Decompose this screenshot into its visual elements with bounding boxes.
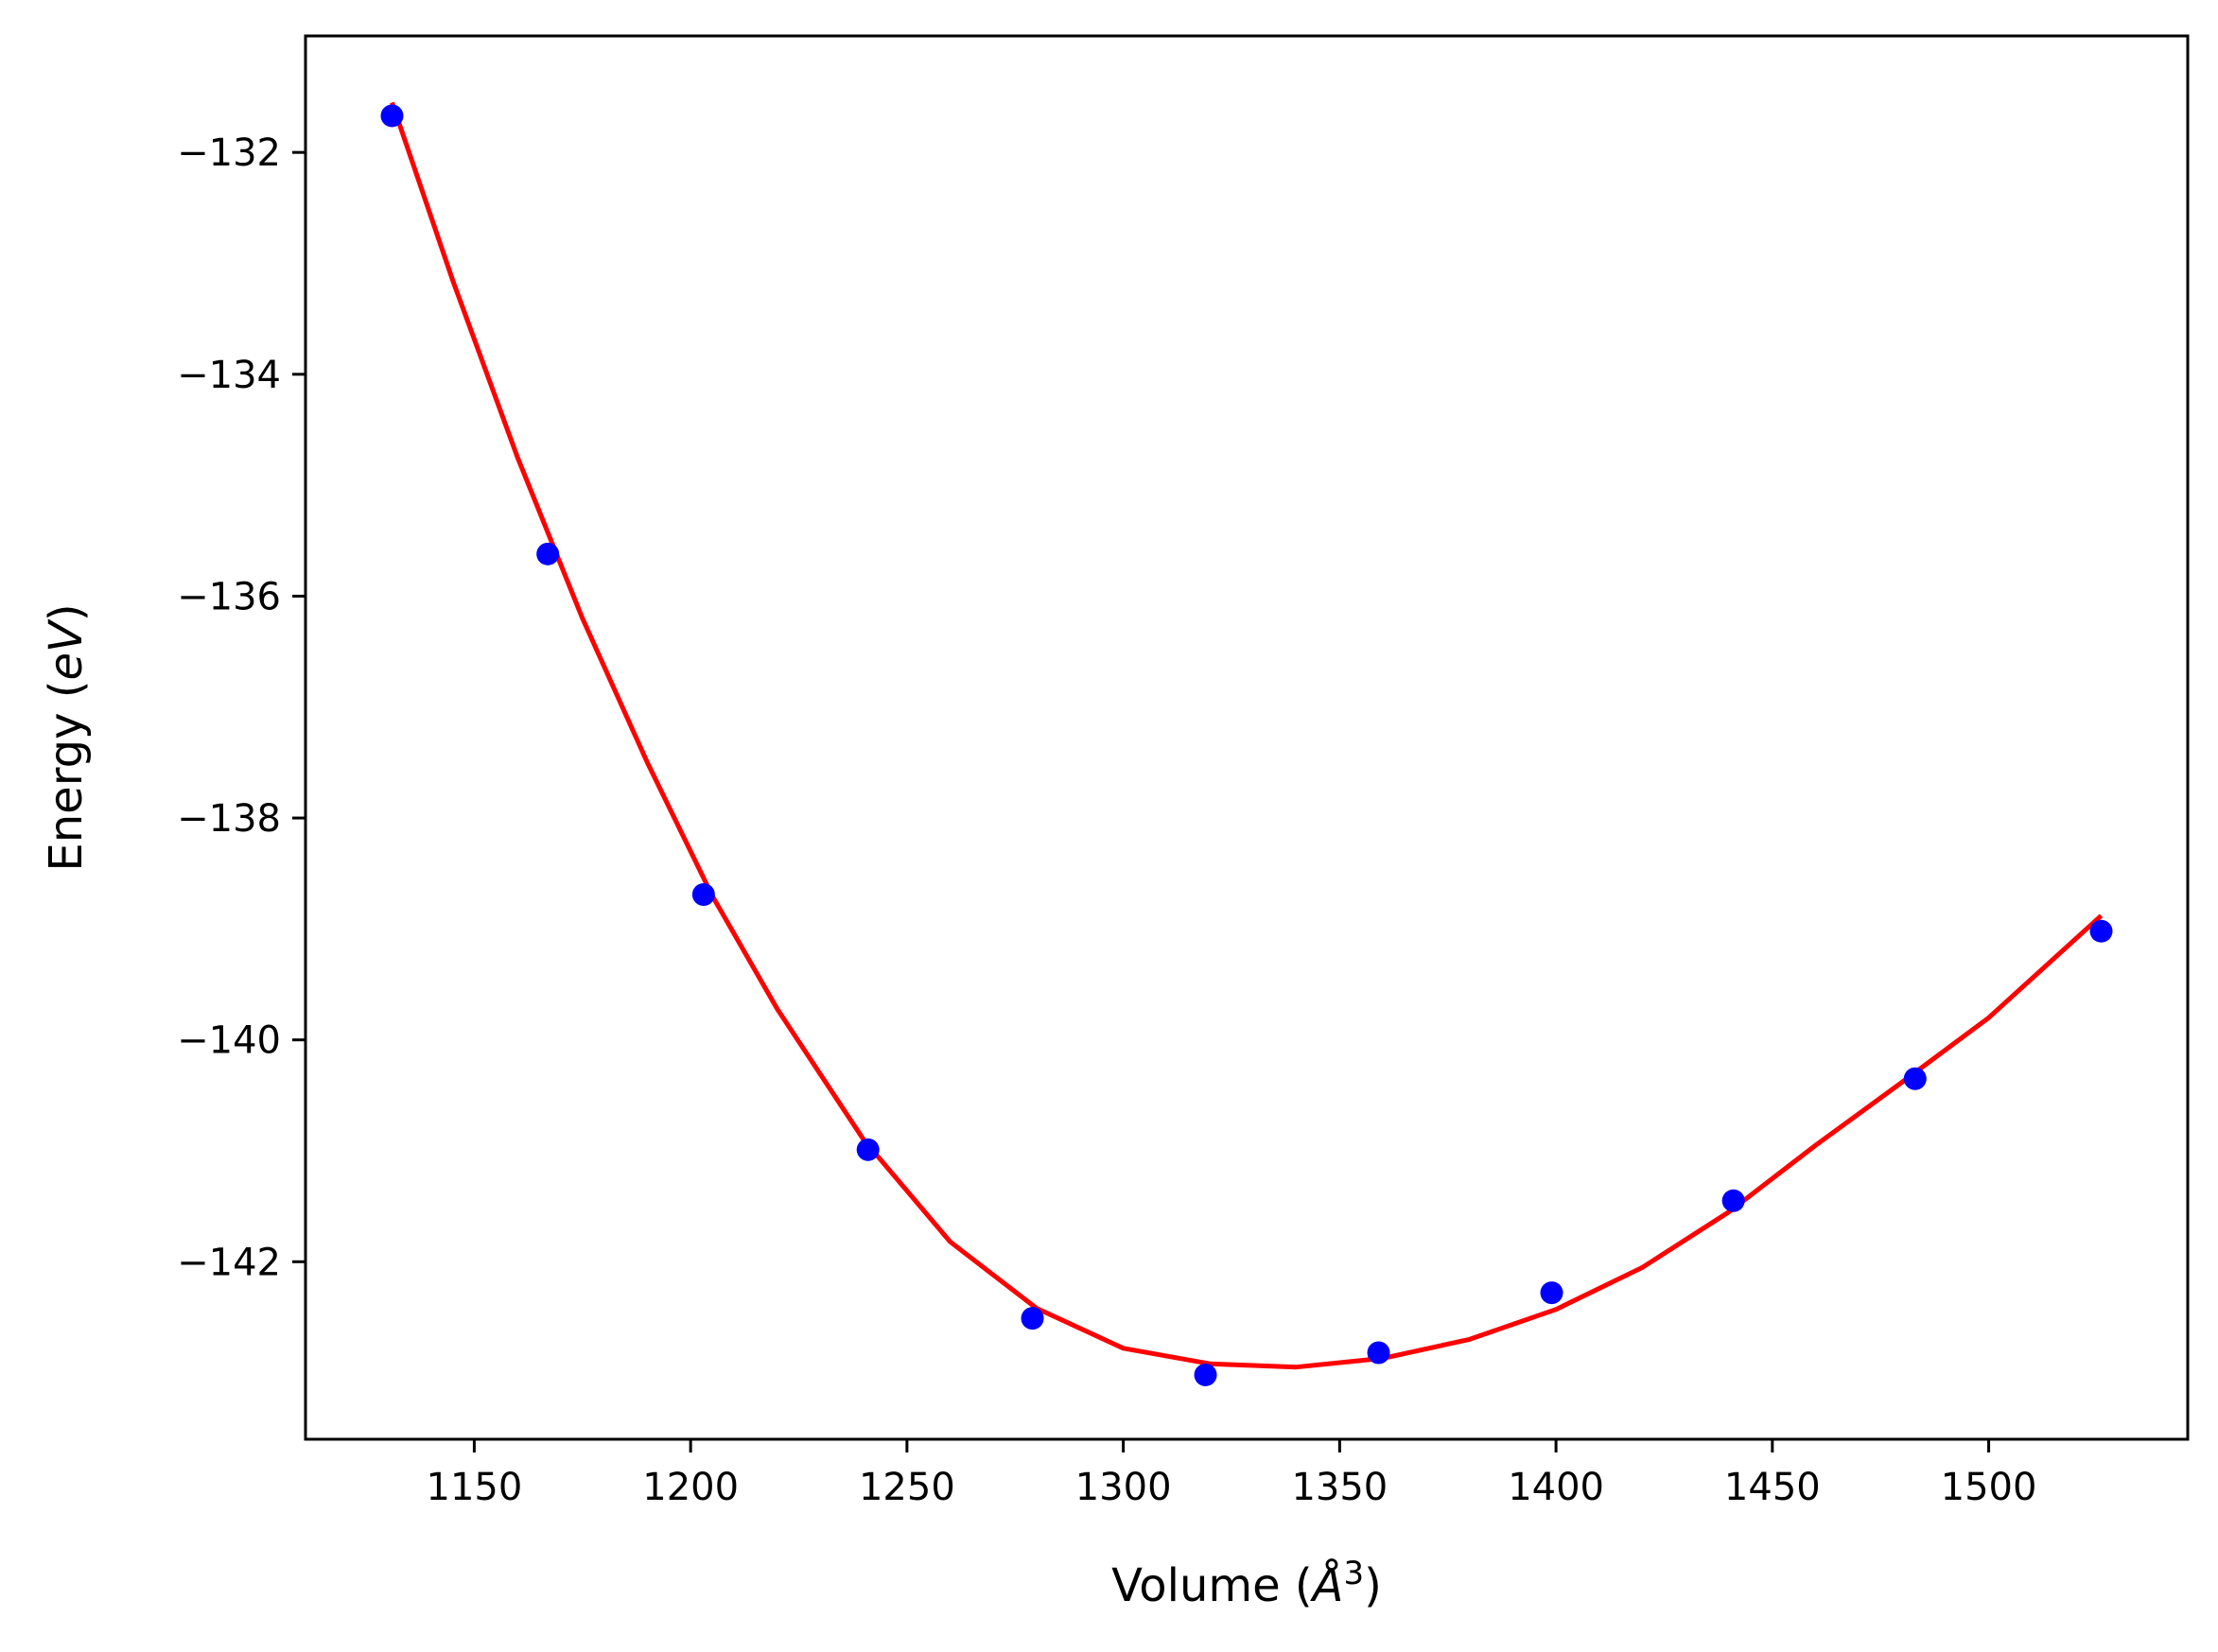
x-axis-label-superscript: 3 <box>1343 1555 1364 1592</box>
data-point <box>1194 1363 1217 1386</box>
y-axis-label-suffix: ) <box>40 603 93 621</box>
x-tick-label: 1350 <box>1291 1466 1388 1509</box>
x-axis-label: Volume (Å3) <box>1111 1555 1382 1612</box>
axis-ticks: 1150 1200 1250 1300 1350 1400 1450 1500 −132 −134… <box>177 131 2036 1509</box>
x-axis-label-prefix: Volume ( <box>1111 1559 1313 1612</box>
data-point <box>1721 1189 1745 1212</box>
x-tick-label: 1300 <box>1075 1466 1172 1509</box>
fit-curve <box>390 101 2104 1370</box>
x-axis-label-suffix: ) <box>1364 1559 1382 1612</box>
x-tick-label: 1400 <box>1508 1466 1604 1509</box>
x-tick-label: 1450 <box>1724 1466 1821 1509</box>
y-tick-label: −136 <box>177 575 281 618</box>
data-point <box>2089 919 2113 943</box>
y-tick-label: −138 <box>177 797 281 841</box>
x-tick-label: 1250 <box>859 1466 955 1509</box>
data-point <box>380 104 404 128</box>
data-point <box>856 1138 880 1161</box>
y-axis-label-prefix: Energy ( <box>40 681 93 872</box>
y-tick-label: −134 <box>177 354 281 397</box>
x-tick-label: 1150 <box>427 1466 523 1509</box>
data-point <box>1903 1067 1927 1090</box>
y-axis-label: Energy (eV) <box>40 603 93 871</box>
data-point <box>691 882 715 906</box>
plot-area <box>380 101 2113 1386</box>
x-tick-label: 1500 <box>1941 1466 2037 1509</box>
data-point <box>536 542 560 565</box>
plot-frame <box>304 34 2190 1441</box>
y-tick-label: −142 <box>177 1241 281 1284</box>
y-axis-label-symbol: eV <box>40 618 93 681</box>
data-point <box>1021 1307 1044 1330</box>
data-point <box>1540 1281 1563 1305</box>
y-tick-label: −132 <box>177 131 281 175</box>
data-point <box>1367 1341 1390 1365</box>
x-tick-label: 1200 <box>642 1466 739 1509</box>
x-axis-label-symbol: Å <box>1310 1558 1344 1612</box>
y-tick-label: −140 <box>177 1019 281 1063</box>
